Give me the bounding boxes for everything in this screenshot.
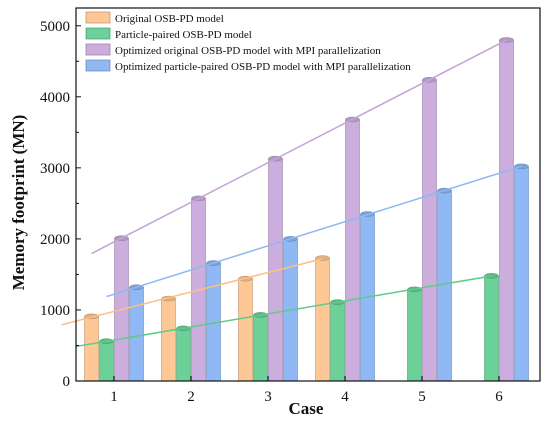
y-axis-title: Memory footprint (MN) — [9, 115, 28, 291]
bar — [345, 119, 360, 382]
bar — [484, 275, 499, 382]
bar — [422, 79, 437, 382]
bar — [330, 301, 345, 382]
legend-swatch — [85, 11, 111, 24]
trend-lines — [61, 39, 522, 348]
bar — [176, 328, 191, 382]
legend-label: Original OSB-PD model — [115, 13, 224, 25]
bar — [129, 286, 144, 382]
legend-label: Optimized original OSB-PD model with MPI… — [115, 45, 381, 57]
y-tick-label: 5000 — [40, 19, 70, 35]
x-tick-label: 5 — [418, 389, 426, 405]
x-tick-label: 6 — [495, 389, 503, 405]
x-axis-title: Case — [289, 399, 324, 418]
bar-cap — [499, 37, 514, 43]
trend-line — [91, 39, 507, 255]
trend-line — [76, 275, 492, 348]
bar — [161, 298, 176, 382]
plot-frame — [75, 7, 541, 382]
trend-line — [61, 257, 323, 326]
x-tick-label: 4 — [341, 389, 349, 405]
legend-label: Optimized particle-paired OSB-PD model w… — [115, 61, 411, 73]
legend: Original OSB-PD model Particle-paired OSB… — [85, 11, 411, 73]
y-tick-label: 1000 — [40, 303, 70, 319]
legend-label: Particle-paired OSB-PD model — [115, 29, 252, 41]
y-tick-label: 4000 — [40, 90, 70, 106]
trend-line — [106, 165, 522, 298]
bar — [514, 166, 529, 382]
bars — [84, 37, 529, 382]
legend-swatch — [85, 27, 111, 40]
y-tick-label: 2000 — [40, 232, 70, 248]
bar — [437, 190, 452, 382]
bar — [84, 316, 99, 382]
bar — [99, 340, 114, 382]
axes: 0 1000 2000 3000 4000 5000 1 2 3 4 5 6 — [40, 7, 541, 405]
x-tick-label: 1 — [110, 389, 118, 405]
bar — [253, 314, 268, 382]
legend-swatch — [85, 59, 111, 72]
bar — [407, 289, 422, 382]
legend-swatch — [85, 43, 111, 56]
x-tick-label: 3 — [264, 389, 272, 405]
y-tick-label: 3000 — [40, 161, 70, 177]
x-tick-label: 2 — [187, 389, 195, 405]
y-tick-label: 0 — [63, 374, 71, 390]
bar — [238, 278, 253, 382]
bar — [315, 257, 330, 382]
bar — [499, 39, 514, 382]
